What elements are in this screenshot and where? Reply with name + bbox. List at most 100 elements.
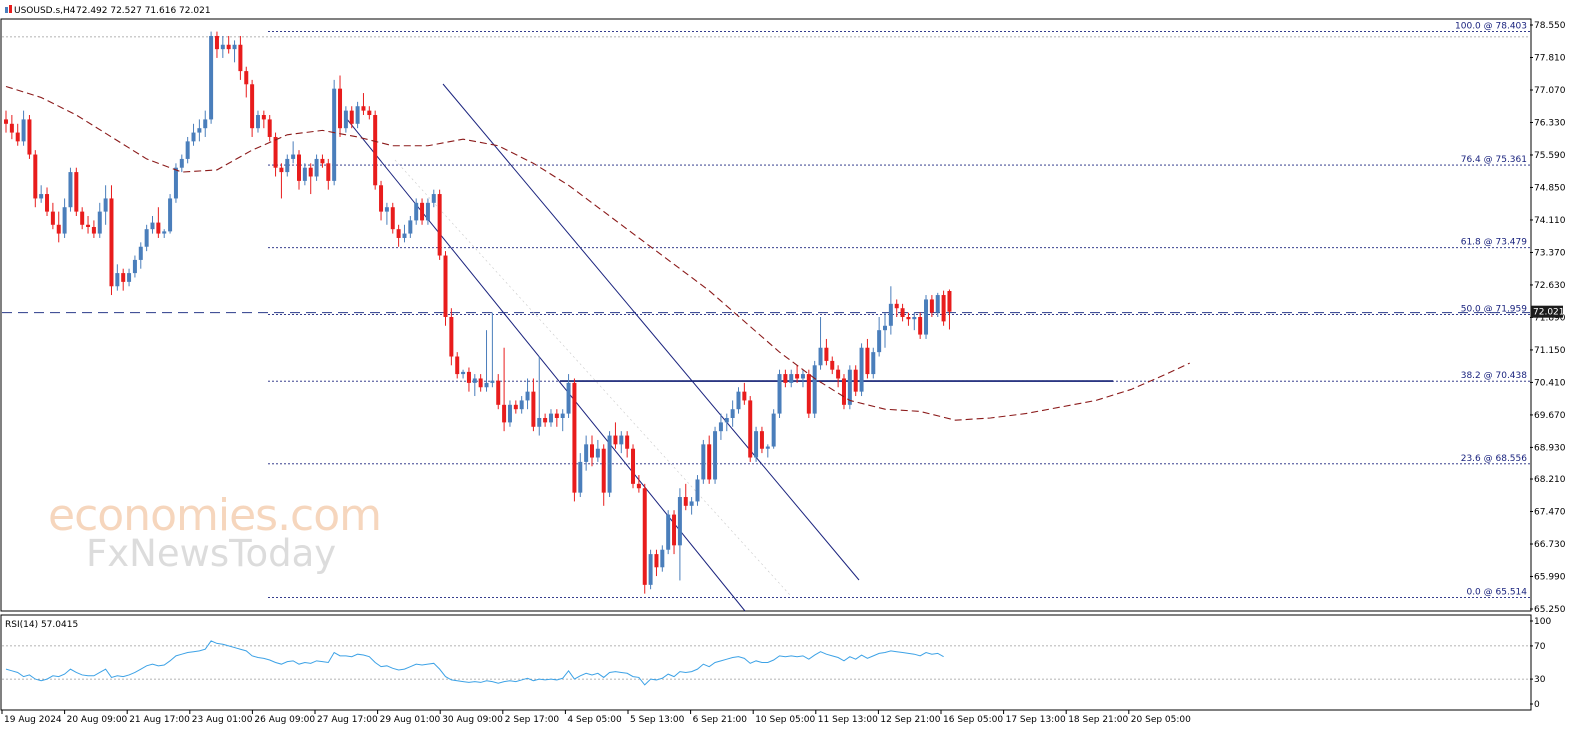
time-tick-label: 17 Sep 13:00 (1006, 715, 1066, 725)
candle-bearish (273, 136, 278, 168)
candle-bullish (566, 382, 571, 414)
candle-bearish (244, 71, 249, 85)
candle-bearish (9, 123, 14, 133)
candle-bearish (279, 167, 284, 173)
candle-bearish (654, 554, 659, 568)
candle-bullish (537, 417, 542, 427)
candle-bullish (461, 371, 466, 375)
candle-bearish (531, 391, 536, 427)
candle-bullish (877, 330, 882, 353)
candle-bullish (291, 154, 296, 159)
candle-bearish (109, 198, 114, 287)
time-axis: 19 Aug 2024 20 Aug 09:00 21 Aug 17:00 23 Au… (1, 710, 1191, 725)
rsi-line (5, 640, 944, 686)
candle-bearish (443, 255, 448, 317)
candle-bullish (179, 158, 184, 168)
candle-bullish (718, 422, 723, 432)
candle-bearish (373, 115, 378, 186)
candle-bearish (466, 371, 471, 383)
candle-bullish (701, 444, 706, 480)
time-tick-label: 20 Sep 05:00 (1131, 715, 1191, 725)
candle-bearish (91, 226, 96, 234)
candle-bullish (584, 444, 589, 462)
price-tick-label: 70.410 (1534, 378, 1566, 388)
candle-bearish (642, 488, 647, 585)
candle-bearish (865, 347, 870, 375)
candle-bullish (232, 44, 237, 50)
candle-bullish (173, 167, 178, 199)
candle-bearish (572, 382, 577, 493)
candle-bearish (238, 44, 243, 72)
candle-bearish (502, 404, 507, 423)
current-price-box (1531, 305, 1563, 318)
fib-label: 38.2 @ 70.438 (1461, 371, 1528, 381)
candle-bearish (56, 224, 61, 234)
candle-bearish (625, 435, 630, 449)
candle-bullish (314, 158, 319, 177)
descending-channel (345, 83, 860, 612)
candle-bullish (209, 35, 214, 120)
candle-bearish (836, 369, 841, 379)
time-tick-label: 23 Aug 01:00 (192, 715, 253, 725)
candle-bullish (191, 132, 196, 142)
candle-bullish (255, 115, 260, 129)
price-tick-label: 77.810 (1534, 53, 1566, 63)
candles (4, 31, 952, 594)
fib-label: 76.4 @ 75.361 (1461, 155, 1527, 165)
price-reference-lines (2, 36, 1530, 382)
rsi-axis: 100 70 30 0 (1530, 617, 1551, 710)
candle-bearish (86, 224, 91, 227)
candle-bullish (472, 378, 477, 383)
candle-bullish (859, 347, 864, 392)
candle-bearish (941, 295, 946, 322)
candle-bearish (795, 374, 800, 379)
candle-bullish (765, 446, 770, 449)
candle-bullish (607, 435, 612, 493)
candle-bearish (455, 356, 460, 375)
candle-bullish (138, 246, 143, 260)
time-tick-label: 27 Aug 17:00 (317, 715, 378, 725)
candle-bearish (947, 291, 952, 312)
candle-bearish (683, 497, 688, 506)
candle-bearish (27, 119, 32, 155)
candle-bearish (631, 448, 636, 484)
price-tick-label: 76.330 (1534, 118, 1566, 128)
time-tick-label: 6 Sep 21:00 (693, 715, 748, 725)
candle-bullish (285, 158, 290, 173)
candle-bearish (830, 360, 835, 370)
candle-bullish (578, 461, 583, 493)
candle-bearish (80, 211, 85, 225)
candle-bullish (355, 106, 360, 124)
price-tick-label: 68.930 (1534, 443, 1566, 453)
price-tick-label: 74.110 (1534, 216, 1566, 226)
candle-bullish (812, 365, 817, 414)
time-tick-label: 2 Sep 17:00 (505, 715, 560, 725)
candle-bullish (754, 431, 759, 458)
candle-bearish (613, 435, 618, 445)
candle-bullish (771, 413, 776, 447)
candle-bearish (308, 167, 313, 177)
price-tick-label: 71.150 (1534, 346, 1566, 356)
candle-bearish (841, 378, 846, 405)
candle-bullish (62, 207, 67, 234)
chart-header: USOUSD.s,H4 72.492 72.527 71.616 72.021 (5, 5, 211, 16)
candle-bullish (507, 404, 512, 423)
candle-bullish (871, 352, 876, 375)
time-tick-label: 4 Sep 05:00 (567, 715, 622, 725)
candle-bullish (490, 380, 495, 383)
price-tick-label: 67.470 (1534, 508, 1566, 518)
watermark-fxnewstoday: FxNewsToday (86, 532, 336, 575)
candle-bullish (132, 259, 137, 274)
fib-label: 50.0 @ 71.959 (1461, 304, 1528, 314)
candle-bearish (267, 119, 272, 137)
candle-bullish (150, 222, 155, 230)
fibonacci-levels: 100.0 @ 78.403 76.4 @ 75.361 61.8 @ 73.479… (268, 21, 1530, 598)
candle-bullish (730, 409, 735, 418)
channel-mid-line (394, 159, 791, 596)
candle-bullish (185, 141, 190, 159)
candle-bearish (449, 317, 454, 357)
candle-bearish (601, 448, 606, 493)
candle-bullish (883, 325, 887, 331)
price-tick-label: 71.890 (1534, 313, 1566, 323)
